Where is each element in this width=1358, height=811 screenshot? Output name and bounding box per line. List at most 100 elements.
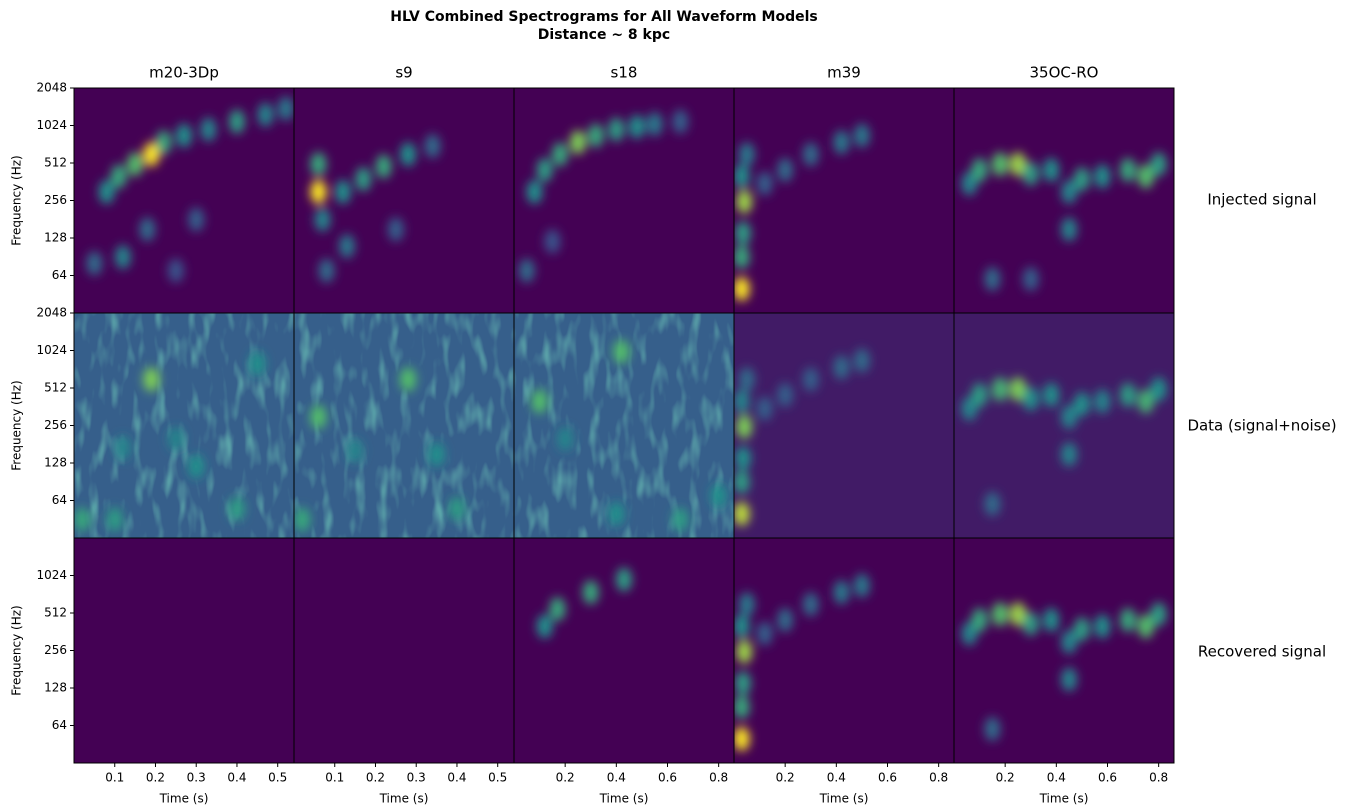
y-axis-label: Frequency (Hz) — [10, 155, 24, 246]
y-tick-label: 512 — [44, 381, 67, 395]
panel — [74, 313, 294, 538]
spectrogram-spot — [1061, 442, 1078, 467]
spectrogram-spot — [984, 266, 1001, 291]
spectrogram-spot — [608, 501, 625, 526]
spectrogram-spot — [200, 117, 217, 142]
spectrogram-spot — [738, 367, 755, 392]
spectrogram-spot — [777, 382, 794, 407]
spectrogram-spot — [802, 592, 819, 617]
spectrogram-spot — [74, 507, 91, 532]
column-title: m20-3Dp — [149, 64, 219, 82]
panel — [954, 313, 1174, 538]
panel — [734, 538, 954, 763]
spectrogram-spot — [228, 109, 245, 134]
panel-background — [734, 88, 954, 313]
spectrogram-spot — [802, 142, 819, 167]
spectrogram-spot — [853, 573, 870, 598]
spectrogram-spot — [984, 491, 1001, 516]
row-label: Recovered signal — [1198, 643, 1326, 661]
spectrogram-spot — [1137, 389, 1154, 414]
y-axis-label: Frequency (Hz) — [10, 380, 24, 471]
spectrogram-spot — [569, 130, 586, 155]
x-tick-label: 0.8 — [709, 771, 728, 785]
spectrogram-spot — [1061, 179, 1078, 204]
spectrogram-spot — [549, 597, 566, 622]
spectrogram-spot — [518, 258, 535, 283]
row-label: Injected signal — [1207, 191, 1316, 209]
spectrogram-spot — [1022, 386, 1039, 411]
panel-background — [734, 313, 954, 538]
x-tick-label: 0.4 — [1047, 771, 1066, 785]
spectrogram-spot — [155, 130, 172, 155]
spectrogram-spot — [536, 157, 553, 182]
spectrogram-spot — [833, 580, 850, 605]
y-tick-label: 2048 — [36, 306, 67, 320]
y-tick-label: 256 — [44, 418, 67, 432]
panel — [74, 538, 294, 763]
x-tick-label: 0.1 — [105, 771, 124, 785]
spectrogram-spot — [756, 396, 773, 421]
spectrogram-spot — [971, 382, 988, 407]
spectrogram-spot — [672, 507, 689, 532]
spectrogram-spot — [756, 171, 773, 196]
spectrogram-spot — [347, 438, 364, 463]
spectrogram-spot — [1073, 617, 1090, 642]
spectrogram-spot — [961, 171, 978, 196]
x-tick-label: 0.3 — [187, 771, 206, 785]
spots — [961, 602, 1167, 741]
x-tick-label: 0.4 — [827, 771, 846, 785]
x-tick-label: 0.4 — [227, 771, 246, 785]
panel — [734, 88, 954, 313]
spectrogram-spot — [294, 507, 311, 532]
spectrogram-spot — [582, 580, 599, 605]
spectrogram-spot — [616, 567, 632, 592]
spots — [518, 109, 689, 283]
spectrogram-spot — [1022, 611, 1039, 636]
spectrogram-spot — [736, 414, 753, 439]
spectrogram-spot — [734, 164, 750, 189]
spectrogram-spot — [833, 130, 850, 155]
y-axis-label: Frequency (Hz) — [10, 605, 24, 696]
x-axis-label: Time (s) — [159, 792, 209, 806]
spots — [310, 134, 441, 283]
x-tick-label: 0.6 — [878, 771, 897, 785]
panel — [954, 88, 1174, 313]
spectrogram-spot — [127, 152, 144, 177]
x-tick-label: 0.5 — [488, 771, 507, 785]
spectrogram-spot — [355, 167, 372, 192]
y-tick-label: 1024 — [36, 118, 67, 132]
spectrogram-spot — [139, 217, 156, 242]
spots — [536, 567, 632, 639]
spectrogram-spot — [992, 602, 1009, 627]
spectrogram-spot — [853, 123, 870, 148]
spectrogram-spot — [424, 134, 441, 159]
spectrogram-spot — [984, 716, 1001, 741]
spectrogram-spot — [1061, 404, 1078, 429]
spectrogram-spot — [1119, 157, 1136, 182]
spectrogram-spot — [1073, 167, 1090, 192]
spectrogram-spot — [531, 389, 548, 414]
spectrogram-spot — [738, 592, 755, 617]
x-tick-label: 0.5 — [268, 771, 287, 785]
figure-title: HLV Combined Spectrograms for All Wavefo… — [390, 9, 817, 25]
y-tick-label: 256 — [44, 643, 67, 657]
spectrogram-spot — [86, 251, 103, 276]
spectrogram-spot — [734, 389, 750, 414]
spectrogram-spot — [228, 496, 245, 521]
panel — [734, 313, 954, 538]
spectrogram-spot — [1094, 614, 1111, 639]
spectrogram-spot — [613, 339, 630, 364]
spectrogram-spot — [1022, 266, 1039, 291]
spots — [734, 573, 870, 751]
panel-frame — [953, 537, 1175, 764]
spectrogram-spot — [961, 396, 978, 421]
spectrogram-spot — [249, 351, 266, 376]
spectrogram-spot — [992, 377, 1009, 402]
spots — [734, 348, 870, 526]
spectrogram-spot — [1119, 607, 1136, 632]
spots — [734, 123, 870, 301]
spectrogram-spot — [734, 671, 751, 696]
spectrogram-spot — [310, 179, 327, 204]
y-tick-label: 256 — [44, 193, 67, 207]
spectrogram-spot — [544, 229, 561, 254]
